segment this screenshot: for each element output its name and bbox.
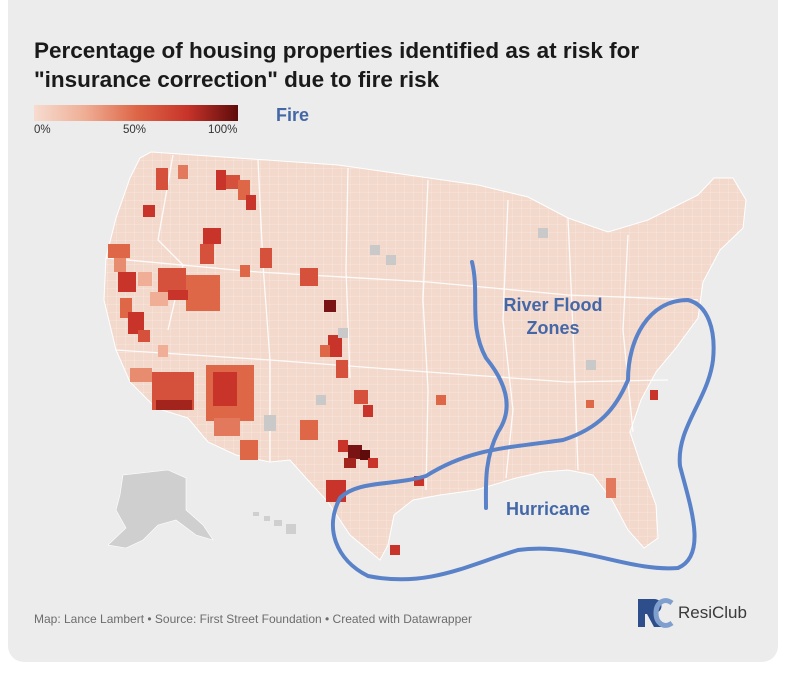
title-line-2: "insurance correction" due to fire risk bbox=[34, 67, 440, 92]
no-data-counties bbox=[264, 228, 596, 431]
source-footer: Map: Lance Lambert • Source: First Stree… bbox=[34, 612, 472, 626]
us-county-map bbox=[103, 151, 747, 582]
resiclub-wordmark: ResiClub bbox=[678, 603, 747, 622]
fire-label: Fire bbox=[276, 105, 310, 125]
legend-tick-100: 100% bbox=[208, 124, 238, 136]
hurricane-label: Hurricane bbox=[506, 499, 591, 519]
legend-gradient-bar bbox=[34, 105, 238, 121]
hawaii bbox=[253, 512, 296, 534]
legend-tick-0: 0% bbox=[34, 124, 51, 136]
river-flood-boundary-line bbox=[470, 260, 509, 510]
river-flood-line-2: Zones bbox=[526, 318, 580, 338]
map-card: Percentage of housing properties identif… bbox=[8, 0, 778, 662]
map-title: Percentage of housing properties identif… bbox=[34, 36, 754, 94]
contiguous-us bbox=[103, 151, 747, 561]
river-flood-line-1: River Flood bbox=[503, 295, 603, 315]
alaska bbox=[107, 469, 214, 549]
color-legend: 0% 50% 100% bbox=[34, 103, 242, 139]
resiclub-logo: ResiClub bbox=[634, 595, 764, 631]
hurricane-zone-boundary bbox=[330, 298, 716, 582]
resiclub-mark-icon bbox=[638, 598, 674, 628]
river-flood-zones-label: River Flood Zones bbox=[488, 294, 618, 340]
title-line-1: Percentage of housing properties identif… bbox=[34, 38, 640, 63]
legend-tick-50: 50% bbox=[123, 124, 147, 136]
